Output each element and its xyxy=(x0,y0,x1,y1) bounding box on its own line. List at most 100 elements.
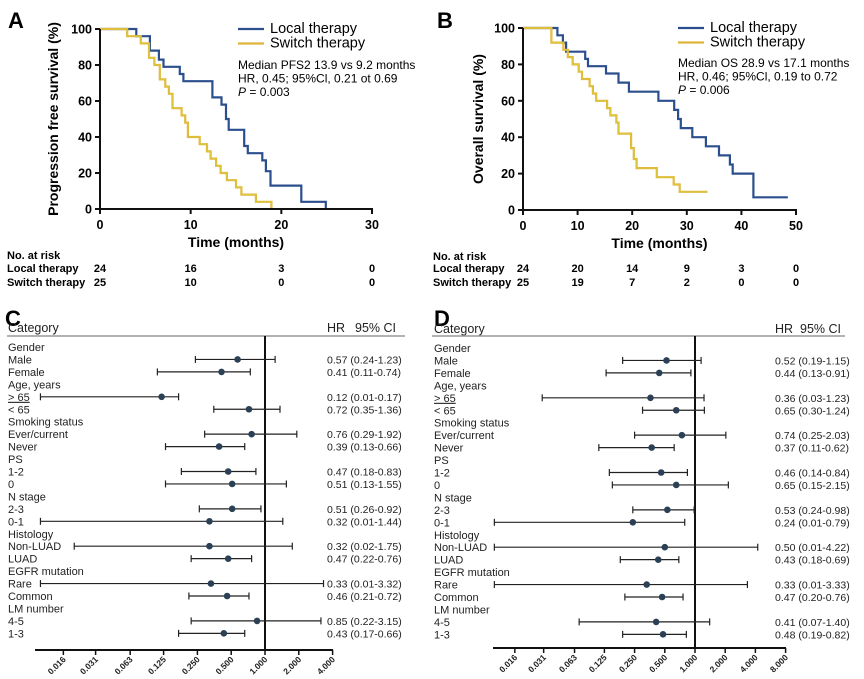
header-hr: HR xyxy=(775,322,793,336)
hr-point xyxy=(643,581,650,588)
risk-count: 16 xyxy=(185,263,197,275)
hr-ci-text: 0.48 (0.19-0.82) xyxy=(775,629,850,641)
subgroup-label: 2-3 xyxy=(8,504,24,516)
hr-point xyxy=(664,506,671,514)
subgroup-label: Male xyxy=(434,355,458,367)
header-category: Category xyxy=(434,322,485,336)
risk-count: 24 xyxy=(94,263,107,275)
group-label: Histology xyxy=(434,530,480,542)
legend-label: Switch therapy xyxy=(710,35,806,51)
y-axis-label: Overall survival (%) xyxy=(470,54,486,184)
x-tick-label: 0.016 xyxy=(497,652,519,674)
annotation-median: Median OS 28.9 vs 17.1 months xyxy=(678,56,849,70)
x-tick-label: 1.000 xyxy=(677,652,699,674)
group-label: Smoking status xyxy=(8,417,84,429)
header-category: Category xyxy=(8,321,59,335)
x-tick-label: 0.016 xyxy=(46,654,68,676)
subgroup-label: 4-5 xyxy=(8,616,24,628)
x-axis-label: Time (months) xyxy=(611,235,707,251)
x-tick-label: 2.000 xyxy=(281,654,303,676)
risk-table-title: No. at risk xyxy=(7,250,61,262)
subgroup-label: Non-LUAD xyxy=(8,541,61,553)
subgroup-label: Rare xyxy=(8,579,32,591)
hr-ci-text: 0.47 (0.20-0.76) xyxy=(775,592,850,604)
km-curve-local xyxy=(100,27,327,209)
x-tick-label: 10 xyxy=(571,219,585,233)
x-tick-label: 0.500 xyxy=(213,654,235,676)
x-tick-label: 0.500 xyxy=(647,652,669,674)
x-tick-label: 10 xyxy=(184,218,198,232)
subgroup-label: Common xyxy=(434,592,479,604)
hr-point xyxy=(652,618,660,626)
hr-ci-text: 0.65 (0.15-2.15) xyxy=(775,480,850,492)
x-tick-label: 0.031 xyxy=(526,652,548,674)
hr-ci-text: 0.37 (0.11-0.62) xyxy=(775,443,849,455)
x-tick-label: 30 xyxy=(365,218,379,232)
group-label: LM number xyxy=(8,603,64,615)
x-tick-label: 0.031 xyxy=(78,654,100,676)
x-tick-label: 0.125 xyxy=(587,652,609,674)
subgroup-label: Male xyxy=(8,354,32,366)
x-tick-label: 1.000 xyxy=(247,654,269,676)
km-curve-switch xyxy=(523,26,708,193)
x-tick-label: 0.250 xyxy=(180,654,202,676)
hr-ci-text: 0.44 (0.13-0.91) xyxy=(775,368,850,380)
km-curve-highlight-switch xyxy=(523,27,708,193)
subgroup-label: LUAD xyxy=(434,555,463,567)
group-label: EGFR mutation xyxy=(8,566,84,578)
y-tick-label: 0 xyxy=(85,203,92,217)
annotation-hr: HR, 0.45; 95%Cl, 0.21 ot 0.69 xyxy=(238,72,398,86)
hr-ci-text: 0.85 (0.22-3.15) xyxy=(327,616,402,628)
x-tick-label: 0.125 xyxy=(146,654,168,676)
annotation-median: Median PFS2 13.9 vs 9.2 months xyxy=(238,58,415,72)
risk-row-label: Local therapy xyxy=(433,263,505,275)
subgroup-label: Ever/current xyxy=(8,429,68,441)
hr-ci-text: 0.72 (0.35-1.36) xyxy=(327,404,402,416)
subgroup-label: 0-1 xyxy=(434,517,450,529)
y-tick-label: 20 xyxy=(78,167,92,181)
legend-label: Local therapy xyxy=(710,20,798,36)
subgroup-label: 1-3 xyxy=(434,629,450,641)
hr-point xyxy=(223,592,231,600)
group-label: N stage xyxy=(8,491,46,503)
subgroup-label: 0 xyxy=(8,479,14,491)
hr-ci-text: 0.24 (0.01-0.79) xyxy=(775,517,850,529)
hr-point xyxy=(158,393,165,401)
subgroup-label: Female xyxy=(8,367,45,379)
risk-count: 0 xyxy=(738,277,744,289)
group-label: Smoking status xyxy=(434,418,510,430)
hr-point xyxy=(658,593,666,601)
hr-point xyxy=(678,431,686,439)
risk-count: 3 xyxy=(738,263,744,275)
risk-count: 0 xyxy=(369,263,375,275)
risk-count: 0 xyxy=(369,277,375,289)
x-tick-label: 0.063 xyxy=(112,654,134,676)
hr-point xyxy=(224,468,232,475)
hr-ci-text: 0.47 (0.22-0.76) xyxy=(327,554,402,566)
risk-count: 7 xyxy=(629,277,635,289)
hr-point xyxy=(647,394,654,402)
panel-letter: C xyxy=(5,306,21,331)
risk-row-label: Switch therapy xyxy=(433,277,512,289)
hr-ci-text: 0.46 (0.21-0.72) xyxy=(327,591,402,603)
y-tick-label: 0 xyxy=(508,204,515,218)
hr-ci-text: 0.65 (0.30-1.24) xyxy=(775,405,850,417)
y-tick-label: 40 xyxy=(501,131,515,145)
risk-count: 9 xyxy=(684,263,690,275)
hr-ci-text: 0.53 (0.24-0.98) xyxy=(775,505,850,517)
hr-point xyxy=(218,368,225,376)
subgroup-label: 2-3 xyxy=(434,505,450,517)
hr-ci-text: 0.32 (0.02-1.75) xyxy=(327,541,402,553)
annotation-p-value: P = 0.003 xyxy=(238,85,290,99)
hr-point xyxy=(659,631,667,638)
group-label: Gender xyxy=(8,342,45,354)
km-curve-local xyxy=(523,26,788,199)
subgroup-label: < 65 xyxy=(434,405,456,417)
subgroup-label: Never xyxy=(8,442,38,454)
hr-point xyxy=(629,519,637,526)
risk-row-label: Switch therapy xyxy=(7,277,86,289)
x-tick-label: 0.250 xyxy=(617,652,639,674)
